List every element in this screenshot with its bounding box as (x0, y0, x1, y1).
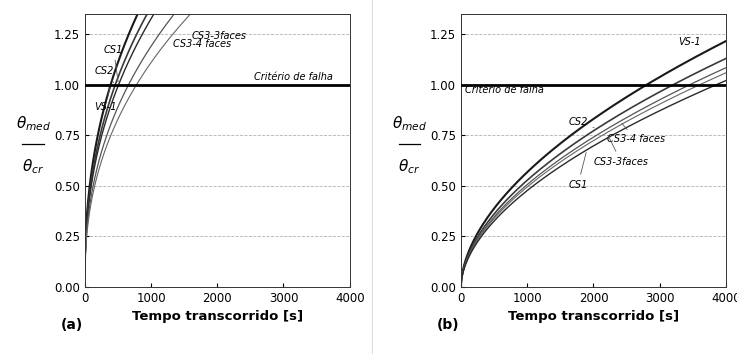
Text: $\theta_{med}$: $\theta_{med}$ (15, 114, 51, 132)
Text: CS1: CS1 (104, 45, 123, 82)
X-axis label: Tempo transcorrido [s]: Tempo transcorrido [s] (508, 310, 679, 323)
Text: CS2: CS2 (568, 117, 594, 128)
Text: $\theta_{cr}$: $\theta_{cr}$ (22, 158, 44, 176)
Text: (b): (b) (437, 318, 460, 332)
Text: CS2: CS2 (94, 66, 114, 82)
Text: CS1: CS1 (568, 153, 587, 190)
Text: CS3-3faces: CS3-3faces (192, 32, 247, 41)
Text: Critério de falha: Critério de falha (254, 72, 332, 82)
Text: (a): (a) (61, 318, 83, 332)
Text: CS3-3faces: CS3-3faces (593, 135, 649, 167)
Text: VS-1: VS-1 (678, 38, 701, 47)
Text: VS-1: VS-1 (94, 87, 116, 112)
Text: $\theta_{cr}$: $\theta_{cr}$ (398, 158, 420, 176)
Text: CS3-4 faces: CS3-4 faces (173, 40, 231, 50)
Text: CS3-4 faces: CS3-4 faces (607, 124, 665, 144)
Text: $\theta_{med}$: $\theta_{med}$ (392, 114, 427, 132)
Text: Critério de falha: Critério de falha (464, 85, 543, 95)
X-axis label: Tempo transcorrido [s]: Tempo transcorrido [s] (132, 310, 303, 323)
